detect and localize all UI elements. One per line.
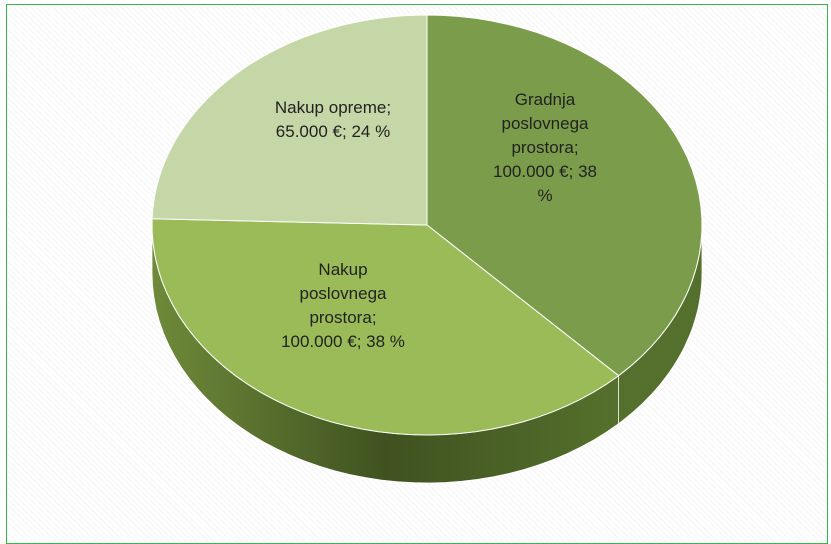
separator: ; [356,332,362,351]
chart [151,14,703,484]
slice [151,14,428,226]
separator: ; [386,98,392,117]
separator: ; [568,162,574,181]
slice [426,14,703,377]
value-label: 65.000 € [275,122,342,141]
percent-label: 24 % [351,122,391,141]
separator: ; [573,138,579,157]
value-label: 100.000 € [281,332,357,351]
percent-label: 38 % [366,332,405,351]
category: Nakup opreme [274,98,387,117]
data-label: Nakup opreme; 65.000 €; 24 % [253,96,413,144]
data-label: Nakup poslovnega prostora; 100.000 €; 38… [278,258,408,354]
slice [151,218,620,436]
separator: ; [371,308,377,327]
category: Gradnja poslovnega prostora [501,90,589,157]
category: Nakup poslovnega prostora [299,260,387,327]
separator: ; [341,122,347,141]
data-label: Gradnja poslovnega prostora; 100.000 €; … [485,88,605,208]
value-label: 100.000 € [492,162,569,181]
percent-label: 38 % [537,162,598,205]
